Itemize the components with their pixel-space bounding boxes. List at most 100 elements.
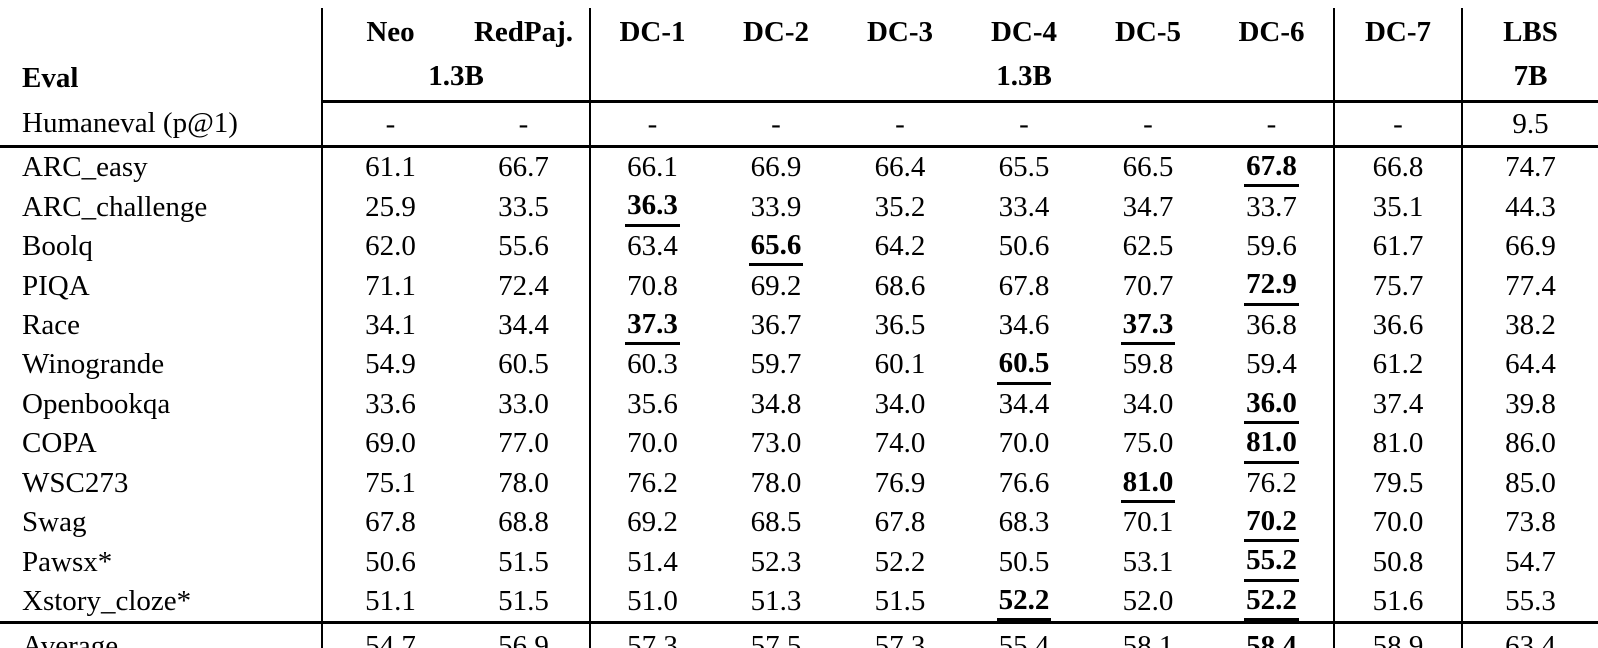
- table-cell: 55.2: [1210, 542, 1335, 582]
- table-cell: 70.0: [1334, 502, 1463, 543]
- table-cell: 52.2: [962, 581, 1086, 625]
- row-label: Average: [0, 622, 323, 648]
- table-cell: 66.5: [1122, 151, 1174, 184]
- table-row: Boolq 62.0 55.6 63.4 65.6 64.2 50.6 62.5 59.6 61.…: [0, 226, 1598, 267]
- best-value: 36.0: [1244, 387, 1299, 425]
- table-cell: 33.6: [365, 387, 416, 420]
- table-cell: 85.0: [1505, 466, 1556, 499]
- best-value: 70.2: [1244, 506, 1299, 543]
- table-cell: 74.7: [1505, 151, 1556, 184]
- table-cell: 60.5: [458, 345, 591, 385]
- table-cell: 37.3: [1086, 306, 1210, 346]
- table-cell: -: [962, 101, 1086, 148]
- table-cell: 86.0: [1505, 427, 1556, 460]
- table-cell: 65.5: [998, 151, 1050, 184]
- best-value: 81.0: [1244, 427, 1299, 464]
- table-cell: 36.7: [750, 308, 802, 341]
- table-cell: 67.8: [1210, 146, 1335, 188]
- table-cell: 61.1: [365, 151, 416, 184]
- table-cell: 51.5: [458, 581, 591, 625]
- row-label: Openbookqa: [0, 384, 323, 425]
- table-cell: 61.2: [1334, 345, 1463, 385]
- best-value: 52.2: [996, 584, 1052, 622]
- header-sub-dc5: [1086, 56, 1210, 103]
- table-cell: 34.4: [998, 387, 1050, 420]
- table-row: ARC_challenge 25.9 33.5 36.3 33.9 35.2 33.4 34.…: [0, 187, 1598, 227]
- table-cell: 76.6: [998, 466, 1050, 499]
- header-sub-dc4-size: 1.3B: [962, 56, 1086, 103]
- table-cell: 52.2: [874, 545, 926, 578]
- table-row: Average 54.7 56.9 57.3 57.5 57.3 55.4 58.1 58.4 5…: [0, 622, 1598, 648]
- table-row: Race 34.1 34.4 37.3 36.7 36.5 34.6 37.3 36.8 36.6…: [0, 305, 1598, 346]
- table-cell: 68.6: [874, 269, 926, 302]
- table-cell: 63.4: [627, 230, 678, 263]
- table-cell: 35.2: [874, 190, 926, 223]
- table-cell: 64.4: [1505, 348, 1556, 381]
- table-cell: 68.5: [750, 506, 802, 539]
- table-cell: 76.2: [627, 466, 678, 499]
- header-sub-dc7: [1334, 56, 1463, 103]
- table-cell: 51.1: [322, 581, 458, 625]
- best-value: 67.8: [1244, 151, 1299, 188]
- table-cell: 75.1: [365, 466, 416, 499]
- table-cell: 51.0: [590, 581, 714, 625]
- best-value: 37.3: [625, 308, 680, 346]
- table-cell: -: [1086, 101, 1210, 148]
- column-header-dc3: DC-3: [866, 16, 934, 48]
- table-cell: 68.3: [998, 506, 1050, 539]
- table-cell: 77.0: [458, 424, 591, 464]
- column-header-dc5: DC-5: [1114, 16, 1182, 48]
- table-row: PIQA 71.1 72.4 70.8 69.2 68.6 67.8 70.7 72.9 75.7…: [0, 266, 1598, 306]
- table-cell: 73.8: [1505, 506, 1556, 539]
- table-cell: 66.1: [627, 151, 678, 184]
- table-cell: 81.0: [1210, 424, 1335, 464]
- table-cell: 54.9: [365, 348, 416, 381]
- row-label: ARC_easy: [0, 146, 323, 188]
- table-body: Humaneval (p@1) - - - - - - - - -9.5 ARC_easy 61.1 6…: [0, 101, 1598, 648]
- table-cell: 76.9: [874, 466, 926, 499]
- table-cell: 70.1: [1122, 506, 1174, 539]
- row-label: Swag: [0, 502, 323, 543]
- table-cell: 63.4: [1505, 630, 1556, 648]
- table-cell: 67.8: [874, 506, 926, 539]
- table-cell: 52.3: [750, 545, 802, 578]
- best-value: 37.3: [1120, 308, 1176, 346]
- table-cell: 66.4: [874, 151, 926, 184]
- row-label: Boolq: [0, 226, 323, 267]
- table-cell: 34.4: [458, 305, 591, 346]
- table-cell: 36.3: [590, 187, 714, 227]
- best-value: 72.9: [1244, 269, 1299, 306]
- table-cell: 69.2: [627, 506, 678, 539]
- table-cell: 60.1: [874, 348, 926, 381]
- header-sub-dc1: [590, 56, 714, 103]
- table-cell: 54.7: [365, 630, 416, 648]
- table-cell: -: [1210, 101, 1335, 148]
- table-cell: 35.1: [1334, 187, 1463, 227]
- table-cell: -: [1334, 101, 1463, 148]
- row-label: Humaneval (p@1): [0, 101, 323, 148]
- table-cell: 64.2: [874, 230, 926, 263]
- table-cell: 67.8: [998, 269, 1050, 302]
- table-cell: 78.0: [458, 463, 591, 503]
- table-cell: 62.5: [1122, 230, 1174, 263]
- table-cell: 36.0: [1210, 384, 1335, 425]
- table-row: Xstory_cloze* 51.1 51.5 51.0 51.3 51.5 52.2 52.…: [0, 581, 1598, 625]
- table-cell: 81.0: [1086, 464, 1210, 503]
- table-cell: 33.0: [458, 384, 591, 425]
- best-value: 81.0: [1120, 466, 1176, 503]
- table-cell: 71.1: [365, 269, 416, 302]
- table-cell: 58.4: [1210, 622, 1335, 648]
- table-cell: 44.3: [1505, 190, 1556, 223]
- table-cell: 78.0: [750, 466, 802, 499]
- table-cell: 38.2: [1505, 308, 1556, 341]
- header-sub-dc3: [838, 56, 962, 103]
- header-sub-lbs-size: 7B: [1462, 56, 1598, 103]
- table-cell: 66.7: [458, 146, 591, 188]
- column-header-lbs: LBS: [1503, 16, 1558, 48]
- table-cell: 59.8: [1122, 348, 1174, 381]
- table-cell: 75.0: [1122, 427, 1174, 460]
- table-cell: 70.7: [1122, 269, 1174, 302]
- table-cell: 66.9: [750, 151, 802, 184]
- table-cell: 79.5: [1334, 463, 1463, 503]
- table-cell: 51.4: [627, 545, 678, 578]
